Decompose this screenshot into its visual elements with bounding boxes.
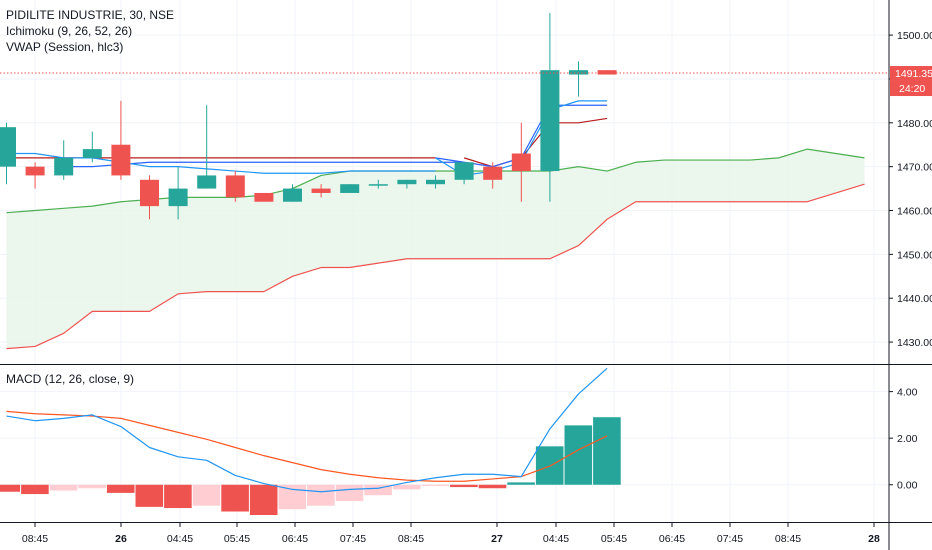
symbol-title: PIDILITE INDUSTRIE, 30, NSE — [6, 8, 175, 22]
macd-line — [6, 367, 608, 493]
macd-histogram-bar — [335, 484, 364, 502]
candle-body — [454, 162, 474, 180]
last-price-tag: 1491.35 24:20 — [890, 66, 932, 97]
candle-body — [397, 179, 417, 185]
candle-body — [168, 188, 188, 207]
macd-histogram-bar — [192, 484, 221, 506]
time-axis-label: 05:45 — [601, 533, 627, 545]
macd-histogram-bar — [135, 484, 164, 507]
candles — [0, 13, 617, 220]
macd-histogram-bar — [507, 482, 535, 485]
time-axis-label: 08:45 — [775, 533, 801, 545]
candle-body — [25, 166, 45, 176]
time-axis-label: 05:45 — [224, 533, 250, 545]
price-axis-label: 1440.00 — [897, 293, 932, 305]
macd-histogram-bar — [392, 484, 421, 490]
time-axis-label: 08:45 — [22, 533, 48, 545]
ichimoku-cloud — [6, 149, 865, 349]
macd-histogram-bar — [78, 484, 106, 489]
price-axis-label: 1470.00 — [897, 162, 932, 174]
candle-body — [140, 179, 159, 207]
candle-body — [111, 144, 131, 176]
candle-body — [340, 184, 360, 193]
price-axis-label: 1500.00 — [897, 30, 932, 42]
candle-body — [197, 175, 217, 189]
price-axis-label: 1480.00 — [897, 118, 932, 130]
candle-body — [311, 188, 331, 193]
macd-histogram-bar — [593, 417, 621, 485]
macd-histogram-bar — [364, 484, 392, 496]
conversion-line — [6, 152, 436, 174]
macd-histogram-bar — [0, 484, 21, 492]
price-axis-label: 1450.00 — [897, 249, 932, 261]
time-axis-label: 04:45 — [543, 533, 569, 545]
candle-body — [511, 153, 531, 172]
candle-body — [483, 166, 503, 180]
macd-histogram-bar — [164, 484, 192, 509]
macd-histogram-bar — [307, 484, 335, 506]
price-axis-label: 1430.00 — [897, 337, 932, 349]
time-axis-label: 27 — [491, 533, 503, 545]
macd-histogram-bar — [450, 484, 478, 488]
macd-axis-label: 2.00 — [897, 433, 918, 445]
countdown-tag-text: 24:20 — [899, 83, 925, 95]
macd-histogram-bar — [106, 484, 135, 493]
time-axis-label: 06:45 — [659, 533, 685, 545]
candle-body — [368, 184, 388, 186]
macd-signal-line — [6, 410, 608, 482]
candle-body — [54, 157, 74, 176]
time-axis-label: 08:45 — [398, 533, 424, 545]
leading-span-b-line — [6, 183, 865, 350]
candle-body — [283, 188, 302, 202]
countdown-tag-bg — [890, 80, 932, 97]
candle-body — [225, 175, 245, 198]
candle-body — [569, 70, 588, 75]
macd-histogram-bar — [221, 484, 249, 512]
candle-body — [426, 179, 445, 185]
ichimoku-legend[interactable]: Ichimoku (9, 26, 52, 26) — [6, 24, 133, 38]
macd-histogram-bar — [421, 484, 450, 486]
vwap-legend[interactable]: VWAP (Session, hlc3) — [6, 40, 124, 54]
time-axis-label: 04:45 — [167, 533, 193, 545]
time-axis-label: 28 — [868, 533, 880, 545]
macd-axis-label: 4.00 — [897, 387, 918, 399]
candle-body — [540, 70, 560, 172]
last-price-tag-bg — [890, 66, 932, 81]
base-line — [463, 117, 608, 168]
candle-body — [597, 70, 617, 75]
candle-body — [82, 149, 102, 158]
last-price-tag-text: 1491.35 — [895, 68, 932, 80]
time-axis-label: 26 — [115, 533, 127, 545]
macd-axis-label: 0.00 — [897, 480, 918, 492]
macd-histogram-bar — [21, 484, 49, 495]
macd-histogram-bar — [278, 484, 307, 510]
macd-histogram-bar — [535, 446, 564, 485]
candle-body — [0, 127, 16, 167]
candle-body — [254, 192, 274, 202]
macd-histogram-bar — [478, 484, 507, 489]
macd-histogram-bar — [249, 484, 278, 516]
time-axis-label: 07:45 — [340, 533, 366, 545]
time-axis-label: 07:45 — [717, 533, 743, 545]
macd-histogram-bar — [49, 484, 78, 491]
macd-legend[interactable]: MACD (12, 26, close, 9) — [6, 372, 135, 386]
macd-histogram — [0, 417, 621, 516]
price-axis-label: 1460.00 — [897, 206, 932, 218]
time-axis-label: 06:45 — [282, 533, 308, 545]
